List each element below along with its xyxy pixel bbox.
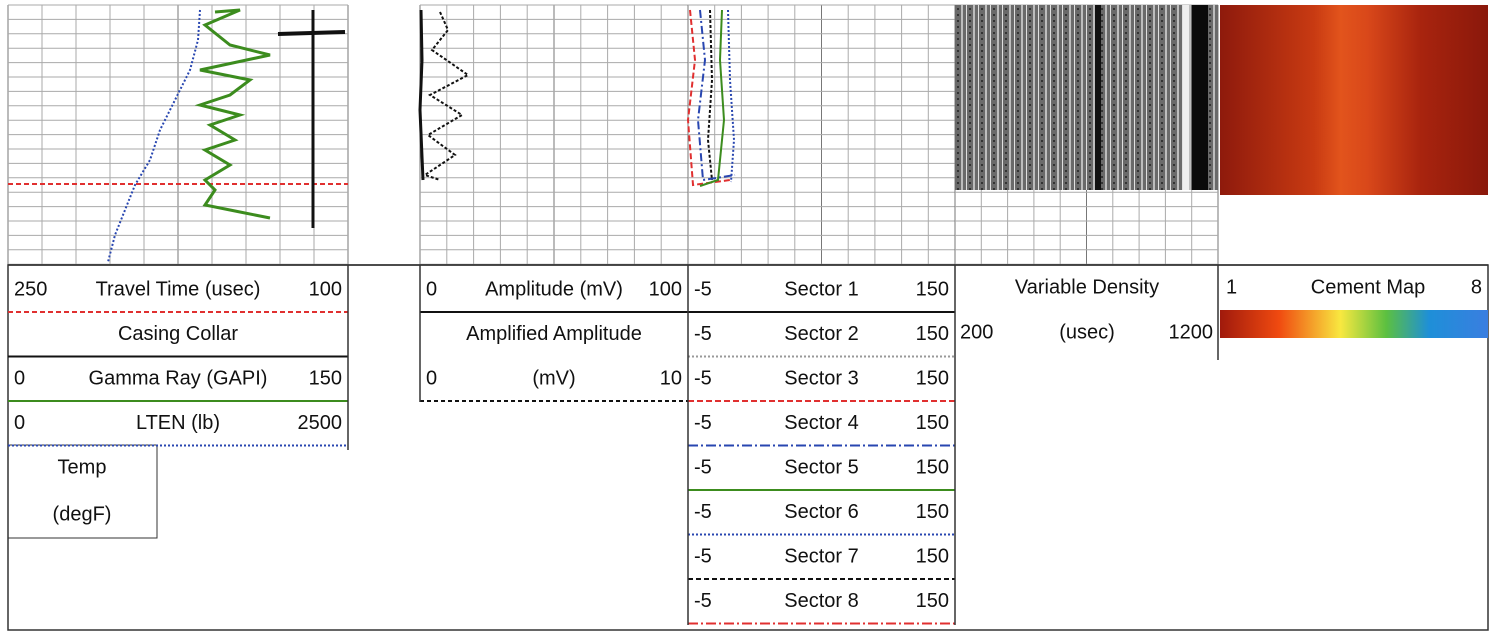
curve-name: LTEN (lb) [136, 412, 220, 434]
scale-max: 150 [916, 545, 949, 567]
scale-min: 250 [14, 278, 47, 300]
cement-image [1220, 5, 1488, 195]
header: Temp (degF) Variable Density 200 (usec) … [7, 264, 1489, 631]
curve-name: Travel Time (usec) [96, 278, 261, 300]
cement-title: Cement Map [1311, 276, 1426, 298]
scale-min: -5 [694, 545, 712, 567]
scale-min: -5 [694, 412, 712, 434]
amplitude-curve [418, 9, 425, 181]
curve-name: Sector 7 [784, 545, 858, 567]
sector-curve [727, 9, 736, 183]
scale-min: -5 [694, 456, 712, 478]
scale-max: 150 [916, 367, 949, 389]
scale-max: 150 [916, 323, 949, 345]
vdl-max: 1200 [1169, 321, 1214, 343]
curve-name: Sector 5 [784, 456, 858, 478]
curve-name: Gamma Ray (GAPI) [89, 367, 268, 389]
sector-curve [706, 9, 714, 181]
gamma-curve [194, 8, 271, 220]
curve-name: (mV) [532, 367, 575, 389]
scale-min: -5 [694, 590, 712, 612]
cement-colorbar [1220, 310, 1488, 338]
vdl-band [1095, 5, 1101, 190]
scale-max: 150 [916, 278, 949, 300]
curve-name: Sector 8 [784, 590, 858, 612]
scale-max: 150 [916, 590, 949, 612]
cement-min: 1 [1226, 276, 1237, 298]
curve-name: Sector 6 [784, 501, 858, 523]
scale-max: 10 [660, 367, 682, 389]
vdl-band [1183, 5, 1189, 190]
curve-name: Amplitude (mV) [485, 278, 623, 300]
temp-label: Temp [58, 456, 107, 478]
vdl-image [955, 5, 1218, 190]
temp-box [7, 444, 158, 539]
vdl-band [1192, 5, 1208, 190]
scale-min: 0 [426, 367, 437, 389]
scale-max: 150 [916, 412, 949, 434]
curve-name: Sector 1 [784, 278, 858, 300]
curve-name: Sector 3 [784, 367, 858, 389]
curve-name: Sector 4 [784, 412, 858, 434]
scale-max: 2500 [298, 412, 343, 434]
scale-min: -5 [694, 501, 712, 523]
sector-curve [686, 9, 731, 187]
vdl-min: 200 [960, 321, 993, 343]
scale-min: -5 [694, 367, 712, 389]
scale-max: 100 [309, 278, 342, 300]
vdl-unit: (usec) [1059, 321, 1115, 343]
scale-min: 0 [14, 367, 25, 389]
temp-curve [107, 9, 201, 263]
curve-name: Casing Collar [118, 323, 238, 345]
curve-name: Sector 2 [784, 323, 858, 345]
scale-max: 100 [649, 278, 682, 300]
sector-curve [699, 9, 726, 187]
scale-max: 150 [916, 456, 949, 478]
temp-unit: (degF) [53, 503, 112, 525]
collar-mark [277, 30, 346, 36]
vdl-title: Variable Density [1015, 276, 1159, 298]
curve-name: Amplified Amplitude [466, 323, 642, 345]
scale-max: 150 [309, 367, 342, 389]
amplified-curve [422, 11, 470, 181]
scale-min: -5 [694, 278, 712, 300]
scale-min: -5 [694, 323, 712, 345]
scale-max: 150 [916, 501, 949, 523]
cement-max: 8 [1471, 276, 1482, 298]
sector-curve [696, 9, 736, 182]
scale-min: 0 [426, 278, 437, 300]
curves [8, 8, 736, 263]
scale-min: 0 [14, 412, 25, 434]
